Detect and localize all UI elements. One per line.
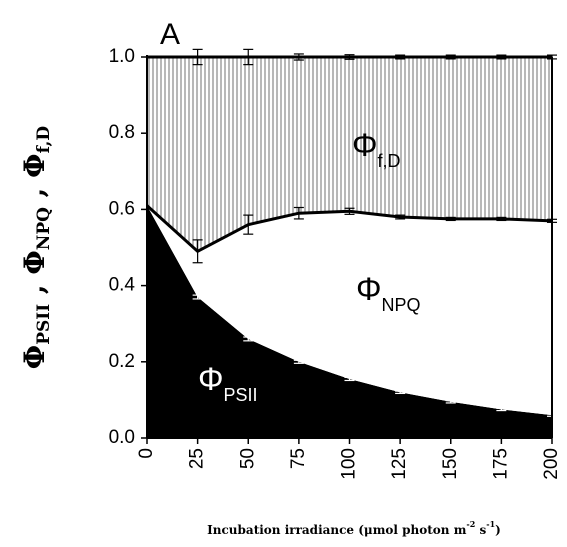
series-label-sub: f,D — [378, 151, 401, 171]
error-bar — [344, 207, 355, 215]
x-axis-label-part: Incubation irradiance (μmol photon m — [207, 523, 467, 537]
y-axis-label-part: , — [18, 178, 51, 207]
x-axis-label-part: -1 — [486, 519, 495, 529]
y-tick-label: 0.2 — [109, 351, 135, 372]
error-bar — [445, 400, 456, 404]
series-label-symbol: Φ — [356, 271, 382, 307]
error-bar — [293, 206, 304, 220]
x-tick-label: 25 — [187, 448, 208, 469]
area — [147, 57, 552, 252]
error-bar — [192, 294, 203, 300]
y-tick-label: 0.4 — [109, 275, 136, 296]
y-tick-label: 0.8 — [109, 122, 135, 143]
series-label: ΦNPQ — [356, 271, 421, 314]
error-bar — [344, 376, 355, 382]
error-bar — [293, 53, 304, 61]
y-tick-label: 0.6 — [109, 198, 135, 219]
x-tick-label: 200 — [541, 448, 562, 480]
error-bar — [496, 54, 507, 60]
x-tick-label: 75 — [288, 448, 309, 469]
y-axis-label-part: f,D — [34, 126, 54, 154]
y-axis-label-part: Φ — [18, 345, 51, 369]
x-tick-label: 175 — [490, 448, 511, 480]
x-tick-label: 0 — [136, 448, 157, 459]
error-bar — [192, 48, 203, 66]
error-bar — [395, 214, 406, 220]
error-bar — [395, 54, 406, 60]
y-axis-label: ΦPSII , ΦNPQ , Φf,D — [18, 126, 54, 370]
y-axis-label-part: PSII — [34, 304, 54, 345]
x-axis-label-part: s — [475, 523, 486, 537]
series-label: Φf,D — [352, 127, 401, 170]
y-axis-label-part: , — [18, 275, 51, 304]
error-bar — [496, 407, 507, 412]
series-label-symbol: Φ — [198, 361, 224, 397]
error-bar — [293, 359, 304, 364]
x-axis-label-part: -2 — [466, 519, 475, 529]
error-bar — [445, 54, 456, 60]
x-axis-label: Incubation irradiance (μmol photon m-2 s… — [207, 519, 501, 537]
y-axis-label-part: NPQ — [34, 207, 54, 250]
error-bar — [496, 216, 507, 222]
series-label-sub: PSII — [224, 385, 258, 405]
error-bar — [243, 336, 254, 342]
area — [147, 205, 552, 438]
error-bar — [445, 216, 456, 222]
x-tick-label: 150 — [440, 448, 461, 480]
x-tick-label: 50 — [237, 448, 258, 469]
series-label-sub: NPQ — [382, 295, 421, 315]
error-bar — [243, 214, 254, 235]
area — [147, 205, 552, 416]
error-bar — [192, 239, 203, 264]
panel-label: A — [160, 18, 180, 51]
y-tick-label: 0.0 — [109, 427, 135, 448]
y-tick-label: 1.0 — [109, 46, 135, 67]
error-bar — [344, 54, 355, 60]
error-bar — [395, 390, 406, 395]
x-axis-label-part: ) — [495, 523, 501, 537]
x-tick-label: 125 — [389, 448, 410, 480]
series-label: ΦPSII — [198, 361, 258, 404]
y-axis-label-part: Φ — [18, 250, 51, 274]
x-tick-label: 100 — [339, 448, 360, 480]
series-label-symbol: Φ — [352, 127, 378, 163]
y-axis-label-part: Φ — [18, 153, 51, 177]
error-bar — [243, 48, 254, 66]
